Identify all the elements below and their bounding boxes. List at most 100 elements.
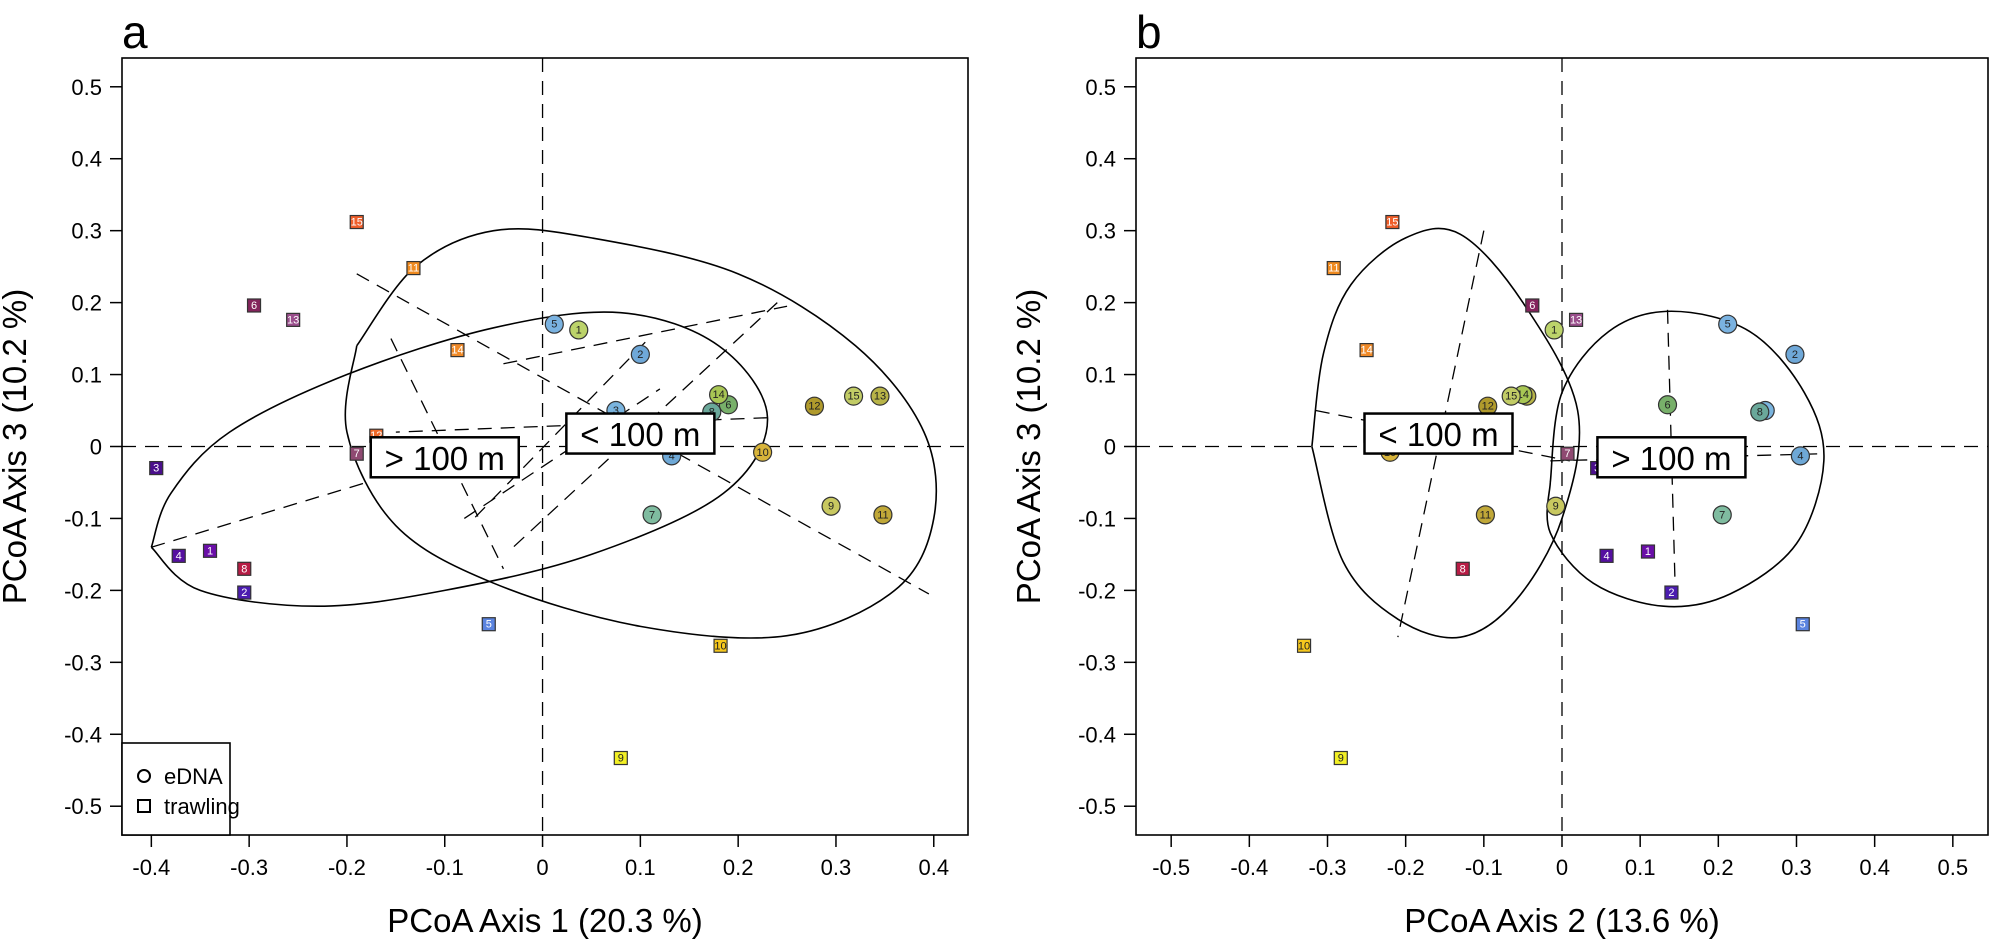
y-tick-label: -0.5	[1078, 794, 1116, 819]
point-label: 13	[874, 391, 886, 403]
legend-circle-icon	[137, 769, 151, 783]
point-label: 6	[725, 399, 731, 411]
edna-point	[873, 505, 893, 525]
edna-point	[1475, 505, 1495, 525]
panel-letter: b	[1136, 6, 1162, 58]
point-label: 11	[408, 263, 419, 275]
trawling-point	[246, 298, 262, 313]
point-label: 5	[1725, 319, 1731, 331]
x-tick-label: 0.1	[625, 855, 656, 880]
point-label: 5	[486, 619, 492, 631]
trawling-point	[171, 548, 186, 563]
y-tick-label: 0.2	[1085, 291, 1116, 316]
x-tick-label: 0.3	[821, 855, 852, 880]
x-tick-label: -0.4	[132, 855, 170, 880]
trawling-point	[450, 342, 465, 358]
x-tick-label: -0.3	[1309, 855, 1347, 880]
point-label: 2	[241, 587, 247, 599]
y-axis-title: PCoA Axis 3 (10.2 %)	[1010, 289, 1047, 604]
edna-point	[709, 385, 729, 405]
edna-point	[1718, 314, 1738, 334]
legend-label: trawling	[164, 794, 240, 819]
point-label: 15	[1386, 217, 1398, 229]
point-label: 14	[1360, 345, 1372, 357]
y-tick-label: -0.4	[1078, 722, 1116, 747]
group-ellipse	[344, 227, 938, 639]
point-label: 15	[351, 217, 363, 229]
group-ellipse	[150, 311, 769, 608]
group-label-box	[1363, 412, 1514, 455]
y-tick-label: 0.4	[1085, 147, 1116, 172]
trawling-point	[1525, 298, 1540, 313]
point-label: 15	[1505, 391, 1517, 403]
point-label: 10	[714, 640, 726, 652]
edna-point	[870, 386, 890, 406]
edna-point	[804, 396, 825, 416]
x-tick-label: 0.2	[1703, 855, 1734, 880]
trawling-point	[349, 446, 364, 461]
group-spoke	[151, 481, 367, 548]
group-label: < 100 m	[580, 416, 700, 453]
edna-point	[1750, 402, 1770, 422]
y-axis-title: PCoA Axis 3 (10.2 %)	[0, 289, 33, 604]
point-label: 2	[1792, 349, 1798, 361]
point-label: 4	[669, 450, 675, 462]
trawling-point	[1359, 342, 1374, 358]
y-tick-label: 0.5	[71, 75, 102, 100]
point-label: 6	[1664, 399, 1670, 411]
trawling-point	[1599, 548, 1614, 563]
group-ellipse	[1311, 227, 1581, 639]
point-label: 3	[613, 405, 619, 417]
point-label: 8	[1757, 406, 1763, 418]
edna-point	[544, 314, 564, 334]
point-label: 1	[576, 324, 582, 336]
legend-square-icon	[137, 799, 151, 813]
edna-point	[1657, 395, 1678, 415]
panel-letter: a	[122, 6, 148, 58]
edna-point	[1712, 505, 1732, 525]
point-label: 11	[1480, 509, 1491, 521]
x-axis-title: PCoA Axis 2 (13.6 %)	[1404, 902, 1719, 939]
x-tick-label: -0.1	[426, 855, 464, 880]
x-tick-label: 0.5	[1938, 855, 1969, 880]
edna-point	[753, 442, 773, 462]
trawling-point	[286, 312, 301, 327]
trawling-point	[713, 638, 728, 653]
trawling-point	[1640, 544, 1656, 559]
point-label: 11	[877, 509, 888, 521]
y-tick-label: 0	[1104, 435, 1116, 460]
x-tick-label: 0.2	[723, 855, 754, 880]
group-label-box	[1596, 436, 1747, 479]
x-tick-label: 0	[1556, 855, 1568, 880]
point-label: 14	[712, 389, 724, 401]
group-spoke	[512, 302, 778, 548]
legend-box	[121, 742, 231, 836]
point-label: 13	[1570, 314, 1582, 326]
point-label: 10	[1298, 640, 1310, 652]
trawling-point	[237, 561, 252, 576]
panel-a: a -0.4 -0.3 -0.2 -0.1 0 0.1 0.2 0.3 0.4 0.5 0.4 0.3 0…	[0, 6, 969, 939]
point-label: 2	[637, 349, 643, 361]
x-tick-label: 0	[536, 855, 548, 880]
point-label: 15	[847, 391, 859, 403]
point-label: 9	[618, 753, 624, 765]
x-tick-label: -0.5	[1152, 855, 1190, 880]
trawling-point	[202, 543, 218, 558]
y-tick-label: 0	[90, 435, 102, 460]
point-label: 10	[756, 447, 768, 459]
edna-point	[569, 320, 589, 340]
point-label: 1	[1645, 546, 1651, 558]
x-tick-label: 0.4	[918, 855, 949, 880]
point-label: 6	[1529, 300, 1535, 312]
point-label: 4	[176, 550, 182, 562]
y-tick-label: 0.1	[71, 363, 102, 388]
trawling-point	[1326, 260, 1341, 276]
group-spoke	[463, 388, 661, 519]
y-tick-label: -0.3	[64, 650, 102, 675]
edna-point	[1544, 320, 1564, 340]
x-axis-title: PCoA Axis 1 (20.3 %)	[387, 902, 702, 939]
group-spoke	[503, 305, 788, 365]
group-label-box	[565, 412, 716, 455]
point-label: 7	[1719, 509, 1725, 521]
